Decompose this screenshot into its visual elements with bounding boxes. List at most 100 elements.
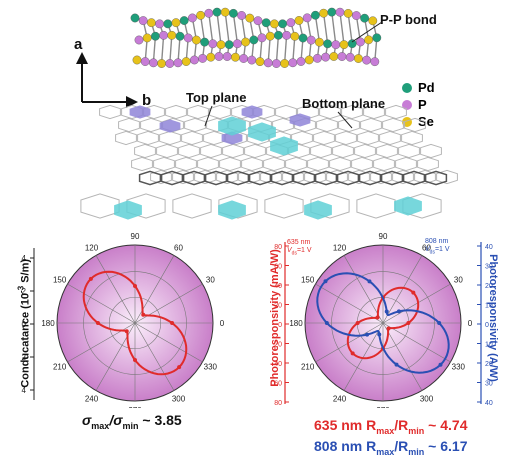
data-point	[375, 315, 380, 320]
data-point	[141, 312, 146, 317]
left-ratio-value: ~ 3.85	[138, 412, 182, 428]
data-point	[384, 309, 389, 314]
red-wavelength-tag: 635 nm Vds=1 V	[287, 239, 312, 257]
angle-label-90: 90	[131, 232, 140, 241]
angle-label-0: 0	[220, 319, 225, 328]
data-point	[323, 279, 328, 284]
left-tick-label: 2	[22, 353, 27, 362]
blue-tick-label: 30	[485, 381, 493, 388]
data-point	[350, 351, 355, 356]
angle-label-210: 210	[301, 363, 315, 372]
red-tick-label: 0	[278, 322, 282, 329]
angle-label-330: 330	[452, 363, 466, 372]
sigma-max: σ	[82, 412, 92, 428]
lattice-planes	[80, 104, 458, 220]
p-atom-icon	[402, 100, 412, 110]
se-atom-icon	[402, 117, 412, 127]
p-p-bond-pointer	[351, 21, 383, 43]
angle-label-120: 120	[333, 244, 347, 253]
data-point	[88, 276, 93, 281]
red-caption-text: 635 nm R	[314, 417, 377, 433]
left-ylabel-unit: S/m)	[19, 258, 32, 286]
red-tag-v: V	[287, 247, 292, 254]
axes-arrows	[76, 52, 138, 108]
axis-a-label: a	[74, 36, 83, 53]
red-tick-label: 40	[274, 283, 282, 290]
blue-tag-wavelength: 808 nm	[425, 238, 449, 245]
angle-label-0: 0	[468, 319, 473, 328]
data-point	[177, 365, 182, 370]
legend-label-p: P	[418, 97, 427, 112]
blue-wavelength-tag: 808 nm Vds=1 V	[425, 238, 450, 256]
red-tag-bias: Vds=1 V	[287, 247, 312, 257]
angle-label-180: 180	[289, 319, 303, 328]
blue-tick-label: 40	[485, 244, 493, 251]
pd-atom-icon	[402, 83, 412, 93]
angle-label-300: 300	[420, 394, 434, 403]
data-point	[133, 283, 137, 288]
data-point	[437, 321, 442, 325]
data-point	[365, 332, 370, 337]
red-tag-sub: ds	[291, 250, 297, 257]
data-point	[324, 321, 329, 325]
legend-label-pd: Pd	[418, 80, 435, 95]
blue-caption-value: ~ 6.17	[424, 438, 468, 454]
angle-label-120: 120	[85, 244, 99, 253]
top-plane-label: Top plane	[186, 90, 247, 105]
angle-label-30: 30	[206, 276, 215, 285]
blue-tag-v: V	[425, 246, 430, 253]
data-point	[406, 321, 411, 325]
red-tick-label: 80	[274, 244, 282, 251]
right-right-ylabel: Photoresponsivity (A/W)	[487, 254, 499, 382]
angle-label-90: 90	[379, 232, 388, 241]
blue-caption-mid: /R	[394, 438, 409, 454]
axis-b-label: b	[142, 92, 152, 109]
left-tick-label: 0	[22, 320, 27, 329]
blue-tick-label: 30	[485, 264, 493, 271]
angle-label-240: 240	[333, 394, 347, 403]
left-ylabel-exp: -3	[16, 285, 26, 293]
blue-tick-label: 20	[485, 283, 493, 290]
plane-pointers	[204, 105, 353, 129]
blue-tick-label: 0	[485, 322, 489, 329]
left-tick-label: 4	[22, 386, 27, 395]
data-point	[355, 321, 360, 325]
blue-tick-label: 10	[485, 342, 493, 349]
bottom-plane-label: Bottom plane	[302, 96, 386, 111]
legend-label-se: Se	[418, 114, 434, 129]
angle-label-300: 300	[172, 394, 186, 403]
angle-label-30: 30	[454, 276, 463, 285]
red-caption-sub2: min	[408, 425, 425, 436]
red-tick-label: 80	[274, 400, 282, 407]
angle-label-60: 60	[422, 244, 431, 253]
p-p-bond-label: P-P bond	[380, 12, 437, 27]
angle-label-270: 270	[376, 406, 390, 408]
left-tick-label: 4	[22, 254, 27, 263]
data-point	[170, 321, 175, 325]
left-ylabel-text: Conducatance (10	[19, 292, 32, 388]
legend-item-pd: Pd	[402, 80, 462, 96]
legend-item-p: P	[402, 97, 462, 113]
blue-caption-sub1: max	[376, 446, 395, 457]
left-ylabel: Conducatance (10-3 S/m)	[17, 253, 32, 393]
data-point	[396, 309, 401, 314]
red-caption-value: ~ 4.74	[424, 417, 468, 433]
data-point	[394, 362, 399, 367]
red-tag-value: =1 V	[296, 247, 312, 254]
blue-tick-label: 20	[485, 361, 493, 368]
crystal-structure	[130, 7, 382, 68]
angle-label-150: 150	[53, 276, 67, 285]
right-left-ylabel: Photoresponsivity (mA/W)	[269, 249, 281, 387]
left-ratio-caption: σmax/σmin ~ 3.85	[82, 412, 182, 431]
red-tick-label: 20	[274, 342, 282, 349]
data-point	[386, 326, 391, 331]
angle-label-210: 210	[53, 363, 67, 372]
angle-label-180: 180	[41, 319, 55, 328]
red-tick-label: 60	[274, 264, 282, 271]
data-point	[377, 332, 382, 337]
red-tag-wavelength: 635 nm	[287, 239, 311, 246]
right-polar-panel: 80 60 40 20 0 20 40 60 80 40 30 20 10 0 10 20 30 40 90 60 3…	[274, 232, 493, 408]
blue-tick-label: 10	[485, 303, 493, 310]
angle-label-330: 330	[204, 363, 218, 372]
